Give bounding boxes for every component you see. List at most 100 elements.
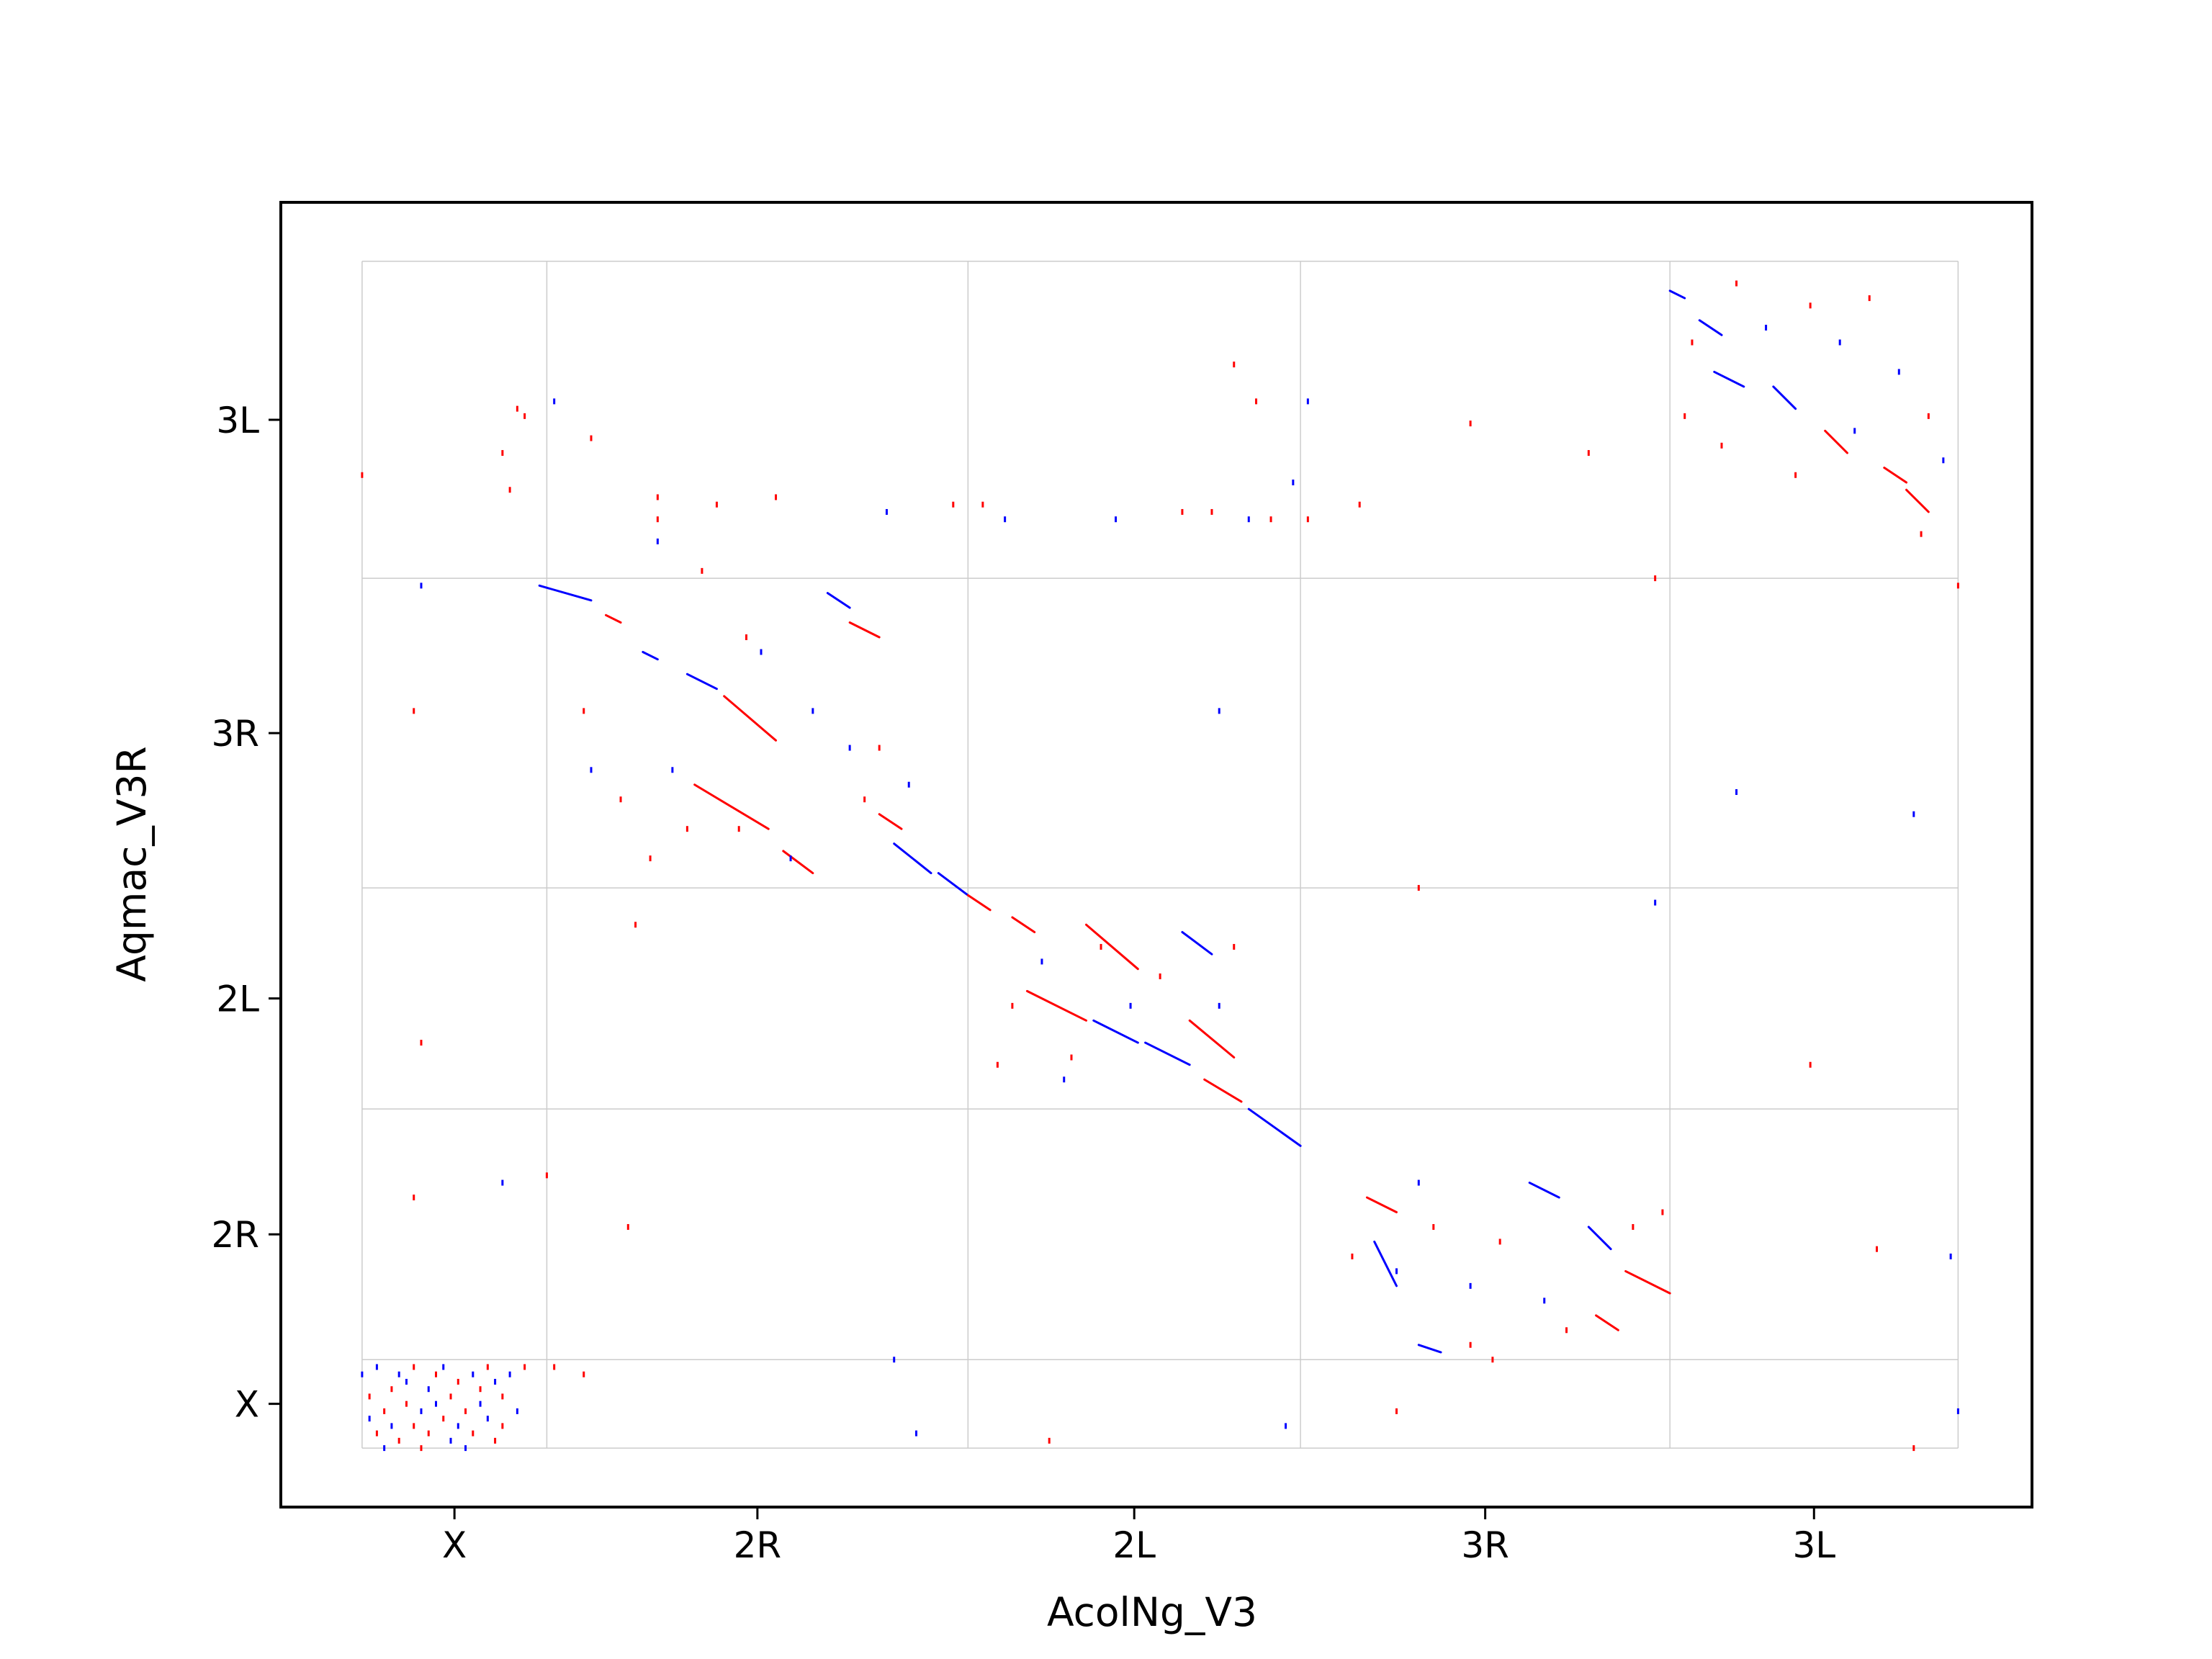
alignment-point-24 [449,1393,452,1400]
alignment-segment-14 [1025,989,1088,1022]
alignment-point-0 [361,1371,364,1377]
alignment-point-104 [878,745,881,751]
alignment-point-90 [1417,885,1420,891]
alignment-point-57 [656,516,659,523]
alignment-point-10 [397,1437,400,1444]
alignment-segment-27 [1595,1314,1619,1331]
alignment-segment-2 [642,650,659,661]
alignment-point-123 [1233,943,1236,950]
alignment-segment-13 [1011,916,1036,933]
alignment-segment-10 [893,842,932,875]
alignment-point-26 [457,1423,459,1429]
alignment-point-45 [545,1172,548,1179]
alignment-point-126 [1351,1253,1354,1259]
alignment-point-6 [383,1445,386,1452]
x-tick-label-2: 2L [1112,1524,1156,1566]
alignment-point-107 [745,634,747,640]
alignment-point-81 [634,922,637,928]
alignment-point-18 [427,1430,430,1437]
alignment-point-142 [1897,369,1900,375]
alignment-point-78 [1218,708,1220,714]
alignment-point-4 [375,1364,378,1370]
alignment-point-12 [405,1378,408,1385]
alignment-segment-28 [1624,1269,1671,1295]
alignment-point-40 [516,1408,518,1414]
alignment-point-27 [464,1408,467,1414]
alignment-point-111 [863,796,866,803]
y-tick-label-1: 2R [211,1214,259,1256]
alignment-point-136 [1691,339,1694,346]
alignment-point-75 [1292,480,1295,486]
alignment-point-8 [390,1423,393,1429]
alignment-point-118 [1070,1054,1073,1061]
alignment-point-73 [1255,398,1258,405]
y-tick-label-3: 3R [211,713,259,755]
alignment-point-31 [479,1386,482,1393]
alignment-point-148 [1853,428,1856,434]
alignment-point-51 [508,487,511,493]
alignment-point-103 [811,708,814,714]
alignment-segment-19 [1188,1019,1236,1059]
alignment-point-93 [1809,1061,1812,1068]
alignment-segment-35 [1905,488,1930,513]
alignment-point-59 [715,501,718,508]
alignment-point-52 [523,413,526,419]
y-axis-label: Aqmac_V3R [109,746,155,981]
alignment-point-43 [583,1371,585,1377]
alignment-point-122 [1218,1002,1220,1009]
alignment-point-138 [1765,325,1768,331]
y-tick-label-4: 3L [216,400,259,441]
alignment-point-82 [737,826,740,832]
alignment-point-20 [434,1401,437,1407]
alignment-point-114 [619,796,622,803]
alignment-point-66 [1181,508,1184,515]
alignment-point-100 [1654,899,1657,906]
alignment-point-110 [848,745,851,751]
alignment-segment-31 [1713,370,1745,388]
alignment-point-3 [375,1430,378,1437]
alignment-point-139 [1809,302,1812,309]
x-tick-label-4: 3L [1792,1524,1835,1566]
alignment-point-108 [671,767,674,773]
alignment-point-91 [1491,1357,1494,1363]
alignment-point-65 [1115,516,1118,523]
alignment-point-147 [1794,472,1797,478]
alignment-point-99 [1956,583,1959,589]
alignment-point-13 [413,1423,415,1429]
alignment-point-32 [479,1401,482,1407]
alignment-point-88 [1395,1408,1398,1414]
alignment-segment-26 [1587,1226,1612,1251]
alignment-point-30 [472,1430,475,1437]
alignment-point-55 [590,435,593,441]
alignment-point-14 [413,1364,415,1370]
alignment-segment-11 [937,872,969,896]
alignment-point-53 [553,398,556,405]
alignment-point-29 [472,1371,475,1377]
alignment-point-96 [1949,1253,1952,1259]
alignment-point-137 [1735,280,1738,287]
alignment-point-28 [464,1445,467,1452]
alignment-point-145 [1683,413,1686,419]
alignment-segment-29 [1668,289,1686,300]
alignment-point-42 [553,1364,556,1370]
x-axis-ticks: X 2R 2L 3R 3L [442,1507,1835,1566]
alignment-point-87 [1285,1423,1287,1429]
alignment-point-1 [368,1416,371,1422]
alignment-point-60 [775,494,778,500]
alignment-point-50 [501,450,504,457]
alignment-point-129 [1469,1282,1472,1289]
alignment-point-76 [1469,421,1472,427]
alignment-point-105 [907,781,910,788]
grid-lines [361,261,1959,1449]
alignment-point-54 [516,405,518,412]
alignment-point-144 [1942,457,1945,464]
alignment-point-92 [1735,788,1738,795]
alignment-point-124 [996,1061,999,1068]
alignment-point-19 [434,1371,437,1377]
plot-frame [279,201,2033,1509]
alignment-point-46 [420,1040,423,1046]
alignment-point-44 [501,1179,504,1186]
alignment-point-101 [1654,575,1657,582]
alignment-segment-20 [1203,1078,1243,1103]
